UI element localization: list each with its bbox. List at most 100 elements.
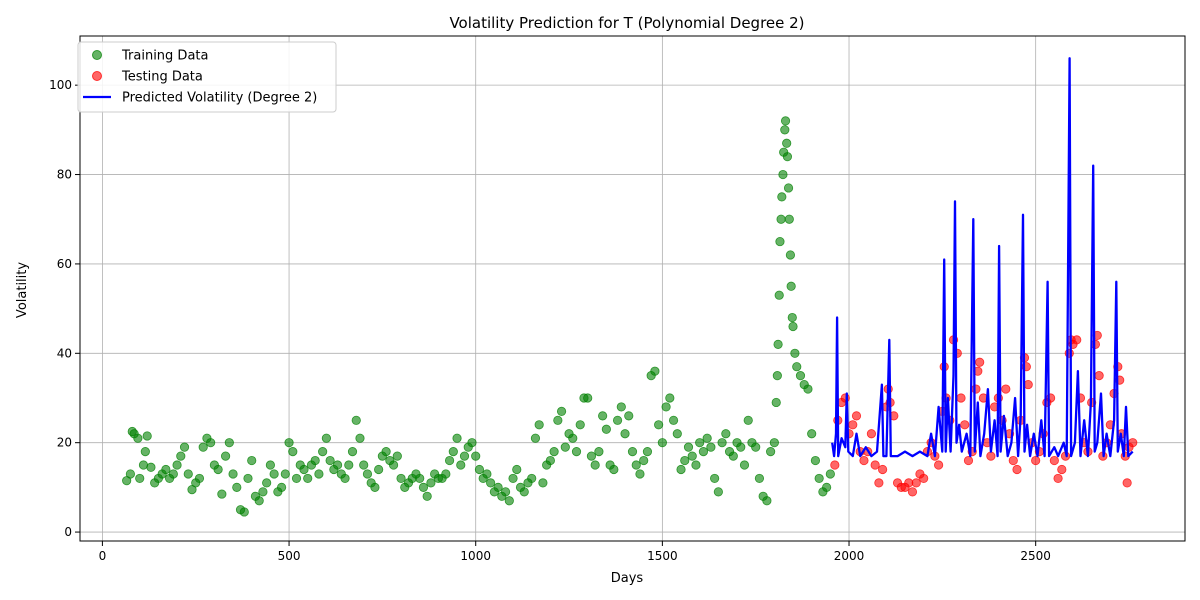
training-point bbox=[586, 451, 597, 461]
training-point bbox=[721, 429, 731, 439]
testing-point bbox=[1072, 335, 1082, 345]
training-point bbox=[631, 460, 641, 470]
training-point bbox=[310, 455, 320, 466]
training-point bbox=[792, 362, 802, 372]
training-point bbox=[778, 169, 788, 180]
legend-box bbox=[77, 41, 337, 113]
training-point bbox=[125, 469, 135, 479]
training-point bbox=[560, 442, 570, 452]
testing-point bbox=[878, 464, 888, 475]
training-point bbox=[359, 460, 369, 470]
training-point bbox=[456, 460, 466, 470]
training-point bbox=[206, 438, 216, 448]
training-point bbox=[728, 451, 738, 461]
legend-label: Testing Data bbox=[121, 70, 203, 85]
training-point bbox=[340, 473, 350, 484]
training-point bbox=[553, 415, 563, 425]
training-point bbox=[822, 482, 832, 492]
training-point bbox=[654, 420, 664, 430]
testing-point bbox=[1128, 438, 1138, 448]
training-point bbox=[635, 469, 645, 479]
training-point bbox=[609, 464, 619, 475]
testing-point bbox=[1053, 473, 1063, 484]
legend-label: Predicted Volatility (Degree 2) bbox=[122, 91, 317, 106]
y-tick-label: 100 bbox=[49, 78, 72, 92]
training-point bbox=[549, 447, 559, 457]
testing-point bbox=[870, 460, 880, 470]
training-point bbox=[790, 348, 800, 358]
training-point bbox=[695, 438, 705, 448]
testing-point bbox=[874, 478, 884, 488]
training-point bbox=[657, 438, 667, 448]
training-point bbox=[616, 402, 626, 412]
training-point bbox=[783, 183, 794, 193]
training-point bbox=[780, 125, 790, 135]
training-point bbox=[474, 464, 485, 475]
testing-point bbox=[1094, 371, 1104, 381]
training-point bbox=[601, 424, 611, 434]
training-point bbox=[710, 473, 720, 484]
testing-point bbox=[1001, 384, 1011, 394]
training-point bbox=[452, 433, 462, 443]
training-point bbox=[194, 473, 205, 484]
training-point bbox=[771, 397, 781, 408]
training-point bbox=[639, 455, 649, 466]
y-tick-label: 40 bbox=[57, 346, 72, 360]
training-data-series bbox=[122, 116, 835, 517]
training-point bbox=[142, 431, 152, 441]
testing-point bbox=[986, 451, 996, 461]
training-point bbox=[198, 442, 208, 452]
testing-point bbox=[830, 460, 840, 470]
training-point bbox=[362, 469, 373, 479]
x-tick-label: 2500 bbox=[1020, 549, 1051, 563]
testing-point bbox=[919, 473, 929, 484]
training-point bbox=[743, 415, 753, 425]
training-point bbox=[318, 447, 328, 457]
chart-title: Volatility Prediction for T (Polynomial … bbox=[449, 14, 804, 32]
training-point bbox=[774, 290, 784, 300]
testing-point bbox=[840, 393, 850, 403]
training-point bbox=[172, 460, 182, 470]
training-point bbox=[751, 442, 761, 452]
training-point bbox=[642, 447, 653, 457]
training-point bbox=[782, 152, 793, 162]
training-point bbox=[444, 455, 455, 466]
training-point bbox=[807, 429, 817, 439]
x-tick-label: 1000 bbox=[460, 549, 491, 563]
training-point bbox=[321, 433, 331, 443]
training-point bbox=[288, 447, 298, 457]
training-point bbox=[396, 473, 406, 484]
training-point bbox=[527, 473, 537, 484]
training-point bbox=[814, 473, 824, 484]
training-point bbox=[239, 507, 249, 517]
training-point bbox=[788, 321, 798, 332]
training-point bbox=[687, 451, 697, 461]
testing-point bbox=[975, 357, 985, 367]
training-point bbox=[739, 460, 750, 470]
training-point bbox=[135, 473, 145, 484]
training-point bbox=[179, 442, 190, 452]
training-point bbox=[665, 393, 675, 403]
training-point bbox=[624, 411, 634, 421]
y-axis-label: Volatility bbox=[15, 262, 30, 318]
training-point bbox=[775, 236, 785, 247]
training-point bbox=[512, 464, 522, 475]
training-point bbox=[284, 438, 294, 448]
x-axis-label: Days bbox=[611, 571, 644, 586]
testing-point bbox=[859, 455, 869, 466]
testing-point bbox=[934, 460, 944, 470]
training-point bbox=[717, 438, 727, 448]
training-point bbox=[482, 469, 492, 479]
training-point bbox=[545, 455, 555, 466]
y-tick-label: 60 bbox=[57, 257, 72, 271]
training-point bbox=[676, 464, 686, 475]
training-point bbox=[347, 447, 358, 457]
testing-point bbox=[1012, 464, 1022, 475]
training-point bbox=[351, 415, 361, 425]
training-point bbox=[269, 469, 279, 479]
training-point bbox=[493, 482, 503, 492]
training-point bbox=[650, 366, 660, 376]
training-point bbox=[706, 442, 716, 452]
training-point bbox=[782, 138, 792, 148]
